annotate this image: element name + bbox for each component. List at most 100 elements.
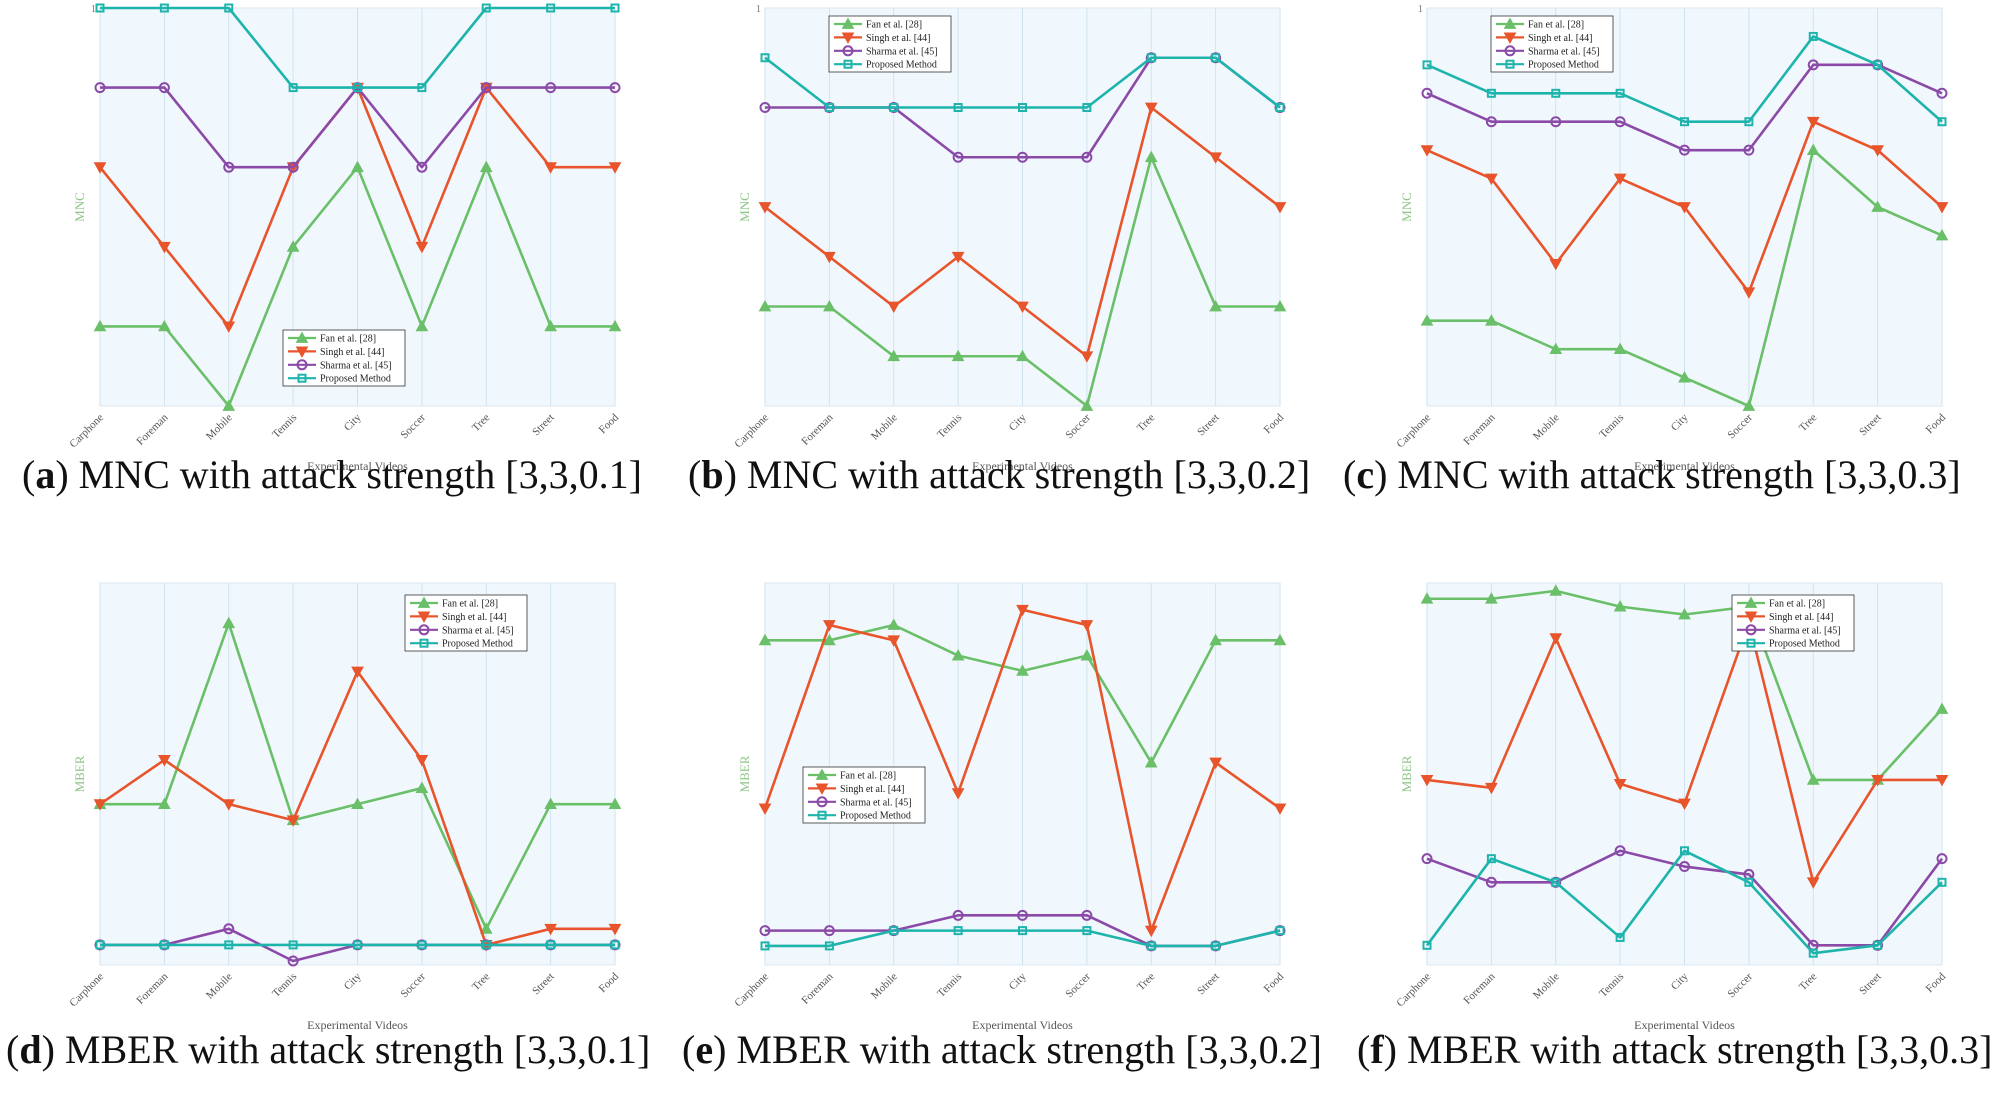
- series-line-sharma: [1426, 849, 1944, 947]
- legend-marker-fan: [815, 768, 829, 780]
- legend: Fan et al. [28] Singh et al. [44] Sharma e…: [1731, 594, 1855, 652]
- data-point-proposed: [1873, 940, 1883, 950]
- legend-entry-proposed: Proposed Method: [840, 811, 911, 822]
- data-point-fan: [758, 299, 772, 312]
- caption-d: (d) MBER with attack strength [3,3,0.1]: [6, 1027, 651, 1072]
- data-point-fan: [1549, 342, 1563, 355]
- data-point-sharma: [1017, 151, 1028, 163]
- data-point-proposed: [1422, 60, 1432, 70]
- data-point-fan: [1549, 584, 1563, 596]
- legend-marker-proposed: [297, 373, 307, 383]
- series-line-proposed: [1426, 35, 1943, 124]
- chart-panel-a: 1 MNC Carphone Foreman Mobile Tennis City Socce…: [67, 3, 622, 473]
- x-tick-label-food: Food: [597, 970, 622, 995]
- caption-f: (f) MBER with attack strength [3,3,0.3]: [1357, 1027, 1993, 1072]
- legend-marker-fan: [841, 17, 855, 29]
- data-point-proposed: [95, 3, 105, 13]
- legend-marker-singh: [841, 32, 855, 44]
- series-fan: [758, 150, 1287, 411]
- data-point-singh: [415, 241, 429, 254]
- x-tick-label-food: Food: [597, 411, 622, 436]
- data-point-proposed: [889, 103, 899, 112]
- data-point-singh: [1144, 925, 1158, 938]
- y-tick-label: 1: [756, 4, 761, 15]
- x-tick-label-carphone: Carphone: [732, 971, 771, 1010]
- x-tick-label-tree: Tree: [1135, 412, 1158, 435]
- x-tick-label-carphone: Carphone: [67, 971, 106, 1010]
- x-tick-label-food: Food: [1924, 970, 1949, 995]
- data-point-sharma: [416, 161, 428, 173]
- x-tick-label-mobile: Mobile: [869, 412, 900, 443]
- x-tick-label-mobile: Mobile: [1531, 412, 1562, 443]
- data-point-fan: [887, 618, 901, 630]
- x-tick-label-foreman: Foreman: [1461, 411, 1497, 447]
- x-tick-label-food: Food: [1262, 970, 1287, 995]
- data-point-singh: [1871, 145, 1884, 157]
- data-point-fan: [1678, 371, 1691, 383]
- x-tick-label-street: Street: [530, 412, 557, 439]
- data-point-sharma: [1421, 853, 1433, 865]
- data-point-singh: [544, 162, 557, 174]
- data-point-singh: [823, 620, 836, 632]
- data-point-proposed: [1422, 940, 1432, 950]
- data-point-fan: [951, 349, 965, 362]
- data-point-fan: [1420, 314, 1434, 326]
- data-point-fan: [1613, 600, 1627, 612]
- data-point-proposed: [1082, 926, 1092, 936]
- legend-marker-singh: [295, 346, 309, 358]
- legend-entry-sharma: Sharma et al. [45]: [840, 797, 912, 808]
- x-tick-label-tree: Tree: [1797, 971, 1820, 994]
- data-point-fan: [1742, 399, 1756, 411]
- data-point-singh: [1209, 757, 1222, 770]
- x-tick-label-tree: Tree: [1135, 971, 1158, 994]
- data-point-fan: [1613, 342, 1627, 355]
- data-point-proposed: [1146, 53, 1156, 63]
- data-point-singh: [1420, 775, 1434, 787]
- data-point-singh: [93, 799, 107, 811]
- legend-marker-sharma: [816, 796, 828, 808]
- caption-text: MBER with attack strength [3,3,0.3]: [1396, 1027, 1993, 1072]
- chart-panel-d: MBER Carphone Foreman Mobile Tennis City Socce…: [67, 582, 622, 1032]
- series-proposed: [760, 926, 1285, 951]
- x-tick-label-tennis: Tennis: [270, 971, 299, 1000]
- data-point-proposed: [353, 940, 362, 950]
- series-proposed: [1422, 846, 1947, 958]
- legend-marker-sharma: [296, 359, 308, 371]
- data-point-sharma: [223, 923, 235, 935]
- series-line-proposed: [100, 6, 615, 89]
- x-tick-label-carphone: Carphone: [732, 412, 771, 451]
- legend-entry-sharma: Sharma et al. [45]: [866, 46, 938, 57]
- data-point-fan: [158, 797, 171, 810]
- data-point-singh: [1080, 351, 1094, 363]
- chart-panel-e: MBER Carphone Foreman Mobile Tennis City Socce…: [732, 582, 1287, 1032]
- legend-entry-singh: Singh et al. [44]: [840, 784, 904, 795]
- data-point-singh: [823, 251, 836, 264]
- data-point-proposed: [610, 940, 620, 950]
- data-point-fan: [1871, 200, 1884, 212]
- y-axis-label: MNC: [1399, 192, 1414, 222]
- data-point-fan: [544, 797, 557, 810]
- legend-marker-fan: [1744, 596, 1758, 608]
- x-tick-label-mobile: Mobile: [204, 412, 235, 443]
- data-point-sharma: [94, 82, 106, 94]
- data-point-proposed: [1275, 926, 1285, 936]
- data-point-singh: [1016, 604, 1029, 617]
- data-point-singh: [222, 799, 236, 811]
- caption-label: d: [19, 1027, 42, 1072]
- data-point-singh: [415, 755, 429, 767]
- legend-marker-singh: [815, 783, 829, 795]
- data-point-sharma: [1081, 909, 1093, 921]
- data-point-fan: [415, 781, 429, 793]
- data-point-fan: [823, 299, 836, 312]
- legend-entry-fan: Fan et al. [28]: [840, 771, 896, 782]
- data-point-sharma: [1936, 853, 1948, 865]
- data-point-fan: [951, 649, 965, 661]
- data-point-proposed: [1744, 117, 1754, 127]
- x-tick-label-soccer: Soccer: [1725, 411, 1755, 441]
- y-axis-label: MBER: [737, 755, 752, 792]
- x-tick-label-foreman: Foreman: [799, 411, 835, 447]
- data-point-singh: [951, 251, 965, 264]
- data-point-singh: [1273, 803, 1287, 815]
- legend-marker-sharma: [842, 45, 854, 57]
- x-tick-label-foreman: Foreman: [1461, 970, 1497, 1006]
